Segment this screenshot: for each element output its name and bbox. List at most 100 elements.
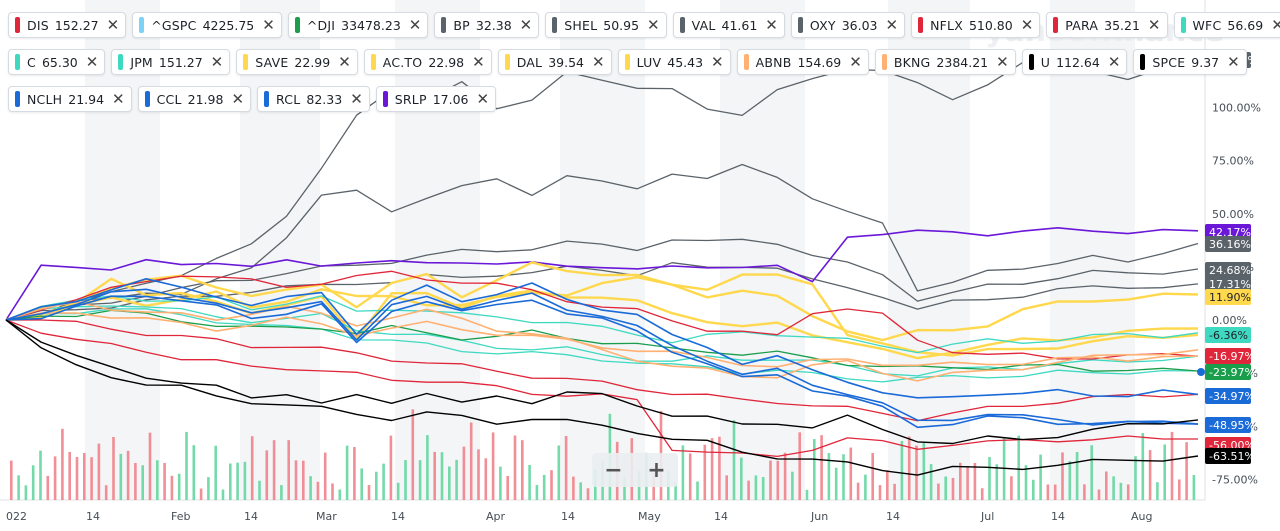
chip-symbol: VAL bbox=[691, 17, 716, 33]
remove-symbol-icon[interactable]: ✕ bbox=[711, 52, 724, 71]
remove-symbol-icon[interactable]: ✕ bbox=[519, 15, 533, 34]
symbol-chip[interactable]: WFC 56.69 ✕ bbox=[1173, 12, 1280, 38]
symbol-chip[interactable]: AC.TO 22.98 ✕ bbox=[363, 49, 492, 75]
series-line-shel bbox=[5, 262, 1199, 321]
symbol-chip[interactable]: SRLP 17.06 ✕ bbox=[375, 86, 497, 112]
remove-symbol-icon[interactable]: ✕ bbox=[1020, 15, 1034, 34]
zoom-out-button[interactable]: − bbox=[604, 457, 623, 483]
series-line-ccl bbox=[5, 288, 1199, 426]
remove-symbol-icon[interactable]: ✕ bbox=[338, 52, 351, 71]
chip-price: 22.99 bbox=[294, 54, 331, 70]
volume-bar bbox=[827, 453, 831, 500]
remove-symbol-icon[interactable]: ✕ bbox=[1271, 15, 1280, 34]
x-tick-label: Mar bbox=[316, 510, 337, 523]
remove-symbol-icon[interactable]: ✕ bbox=[472, 52, 485, 71]
symbol-chip[interactable]: OXY 36.03 ✕ bbox=[790, 12, 906, 38]
volume-bar bbox=[805, 489, 809, 500]
remove-symbol-icon[interactable]: ✕ bbox=[262, 15, 275, 34]
remove-symbol-icon[interactable]: ✕ bbox=[1147, 15, 1161, 34]
series-end-label: -23.97% bbox=[1209, 366, 1255, 379]
remove-symbol-icon[interactable]: ✕ bbox=[647, 15, 660, 34]
series-end-badge bbox=[1205, 448, 1251, 464]
symbol-chip[interactable]: JPM 151.27 ✕ bbox=[111, 49, 231, 75]
series-color-swatch bbox=[243, 54, 249, 70]
volume-bar bbox=[484, 458, 488, 500]
symbol-chip[interactable]: SPCE 9.37 ✕ bbox=[1133, 49, 1247, 75]
series-end-badge bbox=[1205, 327, 1251, 343]
series-end-badge bbox=[1205, 364, 1251, 380]
volume-bar bbox=[725, 475, 728, 500]
symbol-chip[interactable]: CCL 21.98 ✕ bbox=[137, 86, 252, 112]
volume-bar bbox=[272, 440, 276, 500]
chip-price: 39.54 bbox=[548, 54, 585, 70]
symbol-chip[interactable]: LUV 45.43 ✕ bbox=[617, 49, 731, 75]
symbol-chip[interactable]: U 112.64 ✕ bbox=[1021, 49, 1128, 75]
symbol-chip[interactable]: DIS 152.27 ✕ bbox=[8, 12, 127, 38]
volume-bar bbox=[1163, 444, 1166, 500]
series-end-label: 11.90% bbox=[1209, 291, 1251, 304]
series-color-swatch bbox=[1140, 54, 1146, 70]
series-end-badge bbox=[1205, 236, 1251, 252]
symbol-chip[interactable]: ^GSPC 4225.75 ✕ bbox=[132, 12, 282, 38]
symbol-chip[interactable]: ABNB 154.69 ✕ bbox=[736, 49, 869, 75]
chip-symbol: NFLX bbox=[930, 17, 963, 33]
symbol-chip[interactable]: ^DJI 33478.23 ✕ bbox=[287, 12, 429, 38]
remove-symbol-icon[interactable]: ✕ bbox=[849, 52, 862, 71]
period-band bbox=[720, 0, 805, 500]
remove-symbol-icon[interactable]: ✕ bbox=[592, 52, 605, 71]
remove-symbol-icon[interactable]: ✕ bbox=[1227, 52, 1240, 71]
remove-symbol-icon[interactable]: ✕ bbox=[85, 52, 99, 71]
symbol-chip[interactable]: SHEL 50.95 ✕ bbox=[545, 12, 667, 38]
volume-bar bbox=[856, 482, 860, 500]
symbol-chip[interactable]: DAL 39.54 ✕ bbox=[497, 49, 612, 75]
series-color-swatch bbox=[1053, 17, 1059, 33]
symbol-chip[interactable]: BKNG 2384.21 ✕ bbox=[874, 49, 1016, 75]
volume-bar bbox=[1061, 452, 1064, 500]
series-end-badge bbox=[1205, 348, 1251, 364]
volume-bar bbox=[761, 477, 765, 500]
zoom-in-button[interactable]: + bbox=[647, 457, 666, 483]
remove-symbol-icon[interactable]: ✕ bbox=[210, 52, 224, 71]
remove-symbol-icon[interactable]: ✕ bbox=[476, 89, 490, 108]
volume-bar bbox=[535, 484, 539, 500]
remove-symbol-icon[interactable]: ✕ bbox=[885, 15, 899, 34]
remove-symbol-icon[interactable]: ✕ bbox=[350, 89, 363, 108]
remove-symbol-icon[interactable]: ✕ bbox=[106, 15, 120, 34]
volume-bar bbox=[951, 477, 955, 500]
remove-symbol-icon[interactable]: ✕ bbox=[1107, 52, 1121, 71]
period-band bbox=[85, 0, 160, 500]
period-band bbox=[240, 0, 320, 500]
chip-symbol: SRLP bbox=[394, 91, 427, 107]
series-color-swatch bbox=[264, 91, 270, 107]
x-tick-label: 022 bbox=[6, 510, 27, 523]
symbol-chip[interactable]: PARA 35.21 ✕ bbox=[1046, 12, 1168, 38]
series-line-dal bbox=[5, 261, 1199, 342]
chip-price: 50.95 bbox=[603, 17, 640, 33]
volume-bar bbox=[732, 420, 736, 500]
symbol-chip[interactable]: NFLX 510.80 ✕ bbox=[911, 12, 1041, 38]
symbol-chip[interactable]: RCL 82.33 ✕ bbox=[257, 86, 370, 112]
symbol-chip[interactable]: BP 32.38 ✕ bbox=[434, 12, 540, 38]
remove-symbol-icon[interactable]: ✕ bbox=[408, 15, 422, 34]
x-tick-label: 14 bbox=[561, 510, 575, 523]
symbol-chip[interactable]: SAVE 22.99 ✕ bbox=[236, 49, 358, 75]
series-line-rcl bbox=[5, 278, 1199, 399]
symbol-chip[interactable]: VAL 41.61 ✕ bbox=[672, 12, 785, 38]
volume-bar bbox=[1105, 471, 1108, 500]
volume-bar bbox=[871, 452, 874, 500]
series-line-srlp bbox=[5, 227, 1199, 321]
remove-symbol-icon[interactable]: ✕ bbox=[231, 89, 245, 108]
chip-symbol: DIS bbox=[27, 17, 49, 33]
y-tick-label: 75.00% bbox=[1212, 155, 1254, 168]
remove-symbol-icon[interactable]: ✕ bbox=[765, 15, 778, 34]
remove-symbol-icon[interactable]: ✕ bbox=[996, 52, 1009, 71]
volume-bar bbox=[469, 422, 473, 500]
volume-bar bbox=[710, 438, 714, 500]
symbol-chip[interactable]: NCLH 21.94 ✕ bbox=[8, 86, 132, 112]
chip-price: 41.61 bbox=[721, 17, 758, 33]
volume-bar bbox=[798, 432, 801, 500]
remove-symbol-icon[interactable]: ✕ bbox=[112, 89, 125, 108]
chip-symbol: C bbox=[27, 54, 36, 70]
symbol-chip[interactable]: C 65.30 ✕ bbox=[8, 49, 106, 75]
volume-bar bbox=[331, 483, 334, 500]
